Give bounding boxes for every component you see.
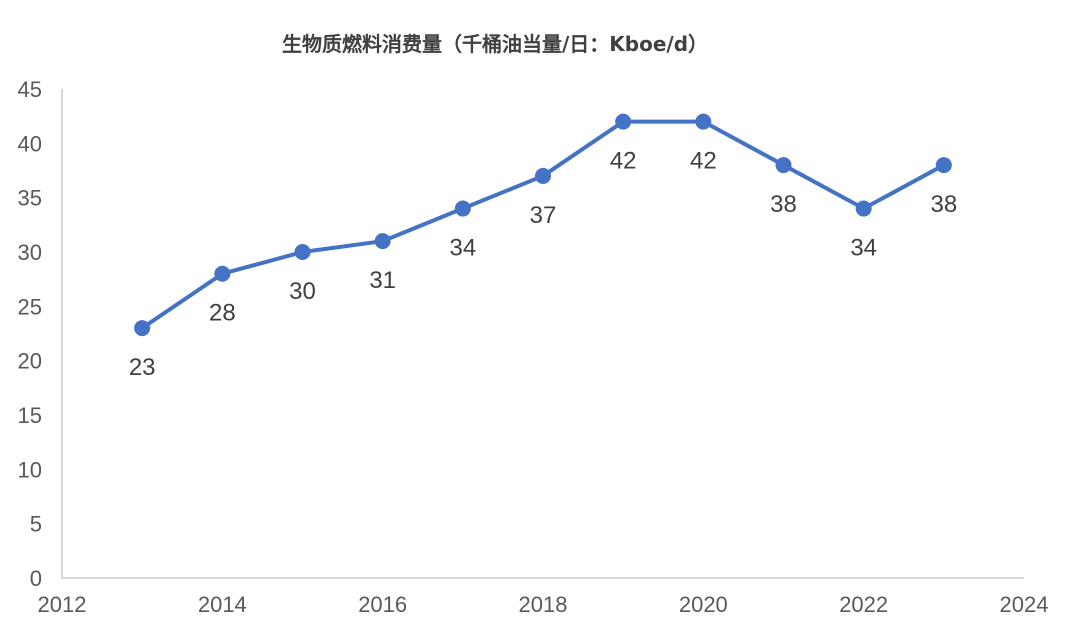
data-point <box>214 265 231 282</box>
data-point <box>294 244 311 260</box>
data-point <box>134 320 151 337</box>
y-tick-label: 5 <box>30 512 42 537</box>
x-tick-label: 2014 <box>198 592 247 617</box>
data-point <box>935 157 952 174</box>
data-label: 42 <box>690 148 717 175</box>
data-point <box>615 113 632 130</box>
data-label: 34 <box>449 235 476 262</box>
x-tick-label: 2020 <box>679 592 728 617</box>
y-tick-label: 0 <box>30 566 42 591</box>
data-label: 23 <box>129 354 156 381</box>
y-tick-label: 10 <box>18 457 42 482</box>
y-tick-label: 20 <box>18 349 42 374</box>
data-point <box>374 233 391 250</box>
data-point <box>695 113 712 130</box>
axes <box>61 89 1024 579</box>
data-point <box>775 157 792 174</box>
y-tick-label: 35 <box>18 186 42 211</box>
x-tick-label: 2022 <box>839 592 888 617</box>
x-tick-label: 2024 <box>1000 592 1049 617</box>
data-label: 38 <box>930 191 957 218</box>
data-label: 37 <box>530 202 557 229</box>
data-label: 38 <box>770 191 797 218</box>
series <box>134 113 952 337</box>
x-tick-label: 2012 <box>38 592 87 617</box>
x-tick-label: 2018 <box>519 592 568 617</box>
data-point <box>855 200 872 217</box>
y-tick-label: 30 <box>18 240 42 265</box>
tick-labels: 0 5 10 15 20 25 30 35 40 45 2012 2014 2016 2018 2020 20… <box>18 77 1049 617</box>
data-labels: 23 28 30 31 34 37 42 42 38 34 38 <box>129 148 957 381</box>
data-label: 30 <box>289 278 316 305</box>
data-point <box>535 167 551 184</box>
data-label: 34 <box>850 235 877 262</box>
data-label: 28 <box>209 300 236 327</box>
data-point <box>454 200 471 217</box>
x-tick-label: 2016 <box>358 592 407 617</box>
y-tick-label: 25 <box>18 294 42 319</box>
y-tick-label: 45 <box>18 77 42 102</box>
y-tick-label: 15 <box>18 403 42 428</box>
data-label: 42 <box>610 148 637 175</box>
data-label: 31 <box>369 267 396 294</box>
chart-title: 生物质燃料消费量（千桶油当量/日：Kboe/d） <box>281 32 709 56</box>
y-tick-label: 40 <box>18 131 42 156</box>
